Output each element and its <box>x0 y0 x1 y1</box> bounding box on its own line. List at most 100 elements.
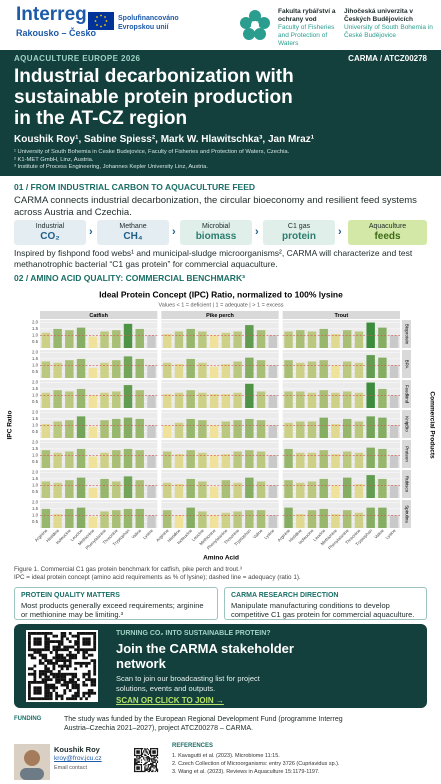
qr-module <box>41 680 45 684</box>
qr-module <box>71 683 75 687</box>
qr-module <box>147 766 149 768</box>
qr-module <box>36 651 39 654</box>
qr-module <box>44 642 48 646</box>
qr-module <box>57 642 61 646</box>
bar <box>284 360 293 378</box>
qr-module <box>55 697 59 701</box>
flow-bottom: CO₂ <box>40 231 60 242</box>
flow-step: C1 gas protein <box>263 220 335 245</box>
bar <box>354 512 364 528</box>
qr-module <box>66 648 69 652</box>
qr-module <box>87 691 91 695</box>
bar <box>284 507 293 528</box>
faculty-cz: Fakulta rybářství a ochrany vod <box>278 8 336 23</box>
qr-module <box>63 680 67 684</box>
bar <box>162 394 172 408</box>
qr-module <box>151 756 153 758</box>
bar <box>209 515 219 528</box>
qr-module <box>152 748 154 750</box>
qr-module <box>140 765 143 767</box>
bar <box>256 330 266 348</box>
qr-module <box>87 670 91 673</box>
info-box: CARMA RESEARCH DIRECTION Manipulate manuf… <box>224 587 427 620</box>
qr-module <box>82 640 86 643</box>
qr-module <box>150 758 152 760</box>
qr-module <box>36 642 39 646</box>
qr-module <box>68 678 72 682</box>
qr-module <box>28 691 31 695</box>
qr-module <box>38 670 42 673</box>
y-tick-label: 1.0 <box>32 362 39 367</box>
qr-module <box>139 754 141 757</box>
qr-module <box>60 642 64 646</box>
faculty-logo <box>240 10 270 40</box>
bar <box>53 452 62 468</box>
bar <box>366 416 375 438</box>
qr-module <box>71 686 75 690</box>
bar <box>366 447 375 468</box>
qr-module <box>79 648 83 652</box>
qr-module <box>145 750 147 752</box>
cta-link[interactable]: SCAN OR CLICK TO JOIN → <box>116 696 224 705</box>
chart-subtitle: Values < 1 = deficient | 1 = adequate | … <box>159 302 284 308</box>
qr-code[interactable] <box>132 746 160 774</box>
qr-module <box>63 675 67 679</box>
bar <box>378 507 387 528</box>
qr-module <box>155 769 157 771</box>
bar <box>319 508 328 528</box>
flow-top: Industrial <box>35 223 65 230</box>
qr-code[interactable] <box>26 630 98 702</box>
qr-module <box>71 680 75 684</box>
contact-email[interactable]: kroy@frov.jcu.cz <box>54 755 102 762</box>
qr-module <box>28 642 31 646</box>
qr-module <box>47 691 50 695</box>
qr-module <box>142 748 144 750</box>
qr-module <box>146 752 148 754</box>
y-tick-label: 1.5 <box>32 416 39 421</box>
qr-module <box>140 759 143 761</box>
qr-module <box>134 768 136 770</box>
qr-module <box>137 761 139 763</box>
qr-module <box>148 770 151 773</box>
qr-module <box>136 764 138 766</box>
facet-row-label: Rubisco <box>404 476 409 493</box>
bar <box>174 422 184 438</box>
bar <box>174 484 184 498</box>
qr-module <box>55 694 59 698</box>
bar <box>389 455 399 468</box>
qr-module <box>41 656 45 660</box>
qr-module <box>150 769 152 771</box>
qr-module <box>138 770 140 773</box>
qr-module <box>47 637 50 641</box>
y-tick-label: 2.0 <box>32 350 39 355</box>
qr-module <box>153 759 155 761</box>
qr-module <box>33 697 37 701</box>
qr-module <box>63 689 67 692</box>
qr-module <box>140 761 143 763</box>
bar <box>65 330 74 348</box>
qr-module <box>144 754 146 757</box>
qr-module <box>44 637 48 641</box>
bar <box>100 392 109 408</box>
bar <box>88 395 98 408</box>
qr-module <box>60 672 64 676</box>
qr-module <box>44 648 48 652</box>
qr-module <box>151 759 153 761</box>
qr-module <box>153 758 155 760</box>
qr-module <box>134 769 136 771</box>
outro-text: Inspired by fishpond food webs¹ and muni… <box>14 248 413 269</box>
bar <box>209 394 219 408</box>
qr-module <box>156 768 159 770</box>
qr-module <box>38 680 42 684</box>
qr-module <box>152 764 154 766</box>
qr-module <box>41 661 45 665</box>
bar <box>307 452 317 468</box>
qr-module <box>55 680 59 684</box>
bar <box>319 478 328 498</box>
bar <box>186 507 195 528</box>
qr-module <box>44 667 48 671</box>
qr-module <box>60 694 64 698</box>
university-cz: Jihočeská univerzita v Českých Budějovic… <box>344 8 414 23</box>
qr-module <box>44 659 48 663</box>
qr-module <box>147 758 149 760</box>
